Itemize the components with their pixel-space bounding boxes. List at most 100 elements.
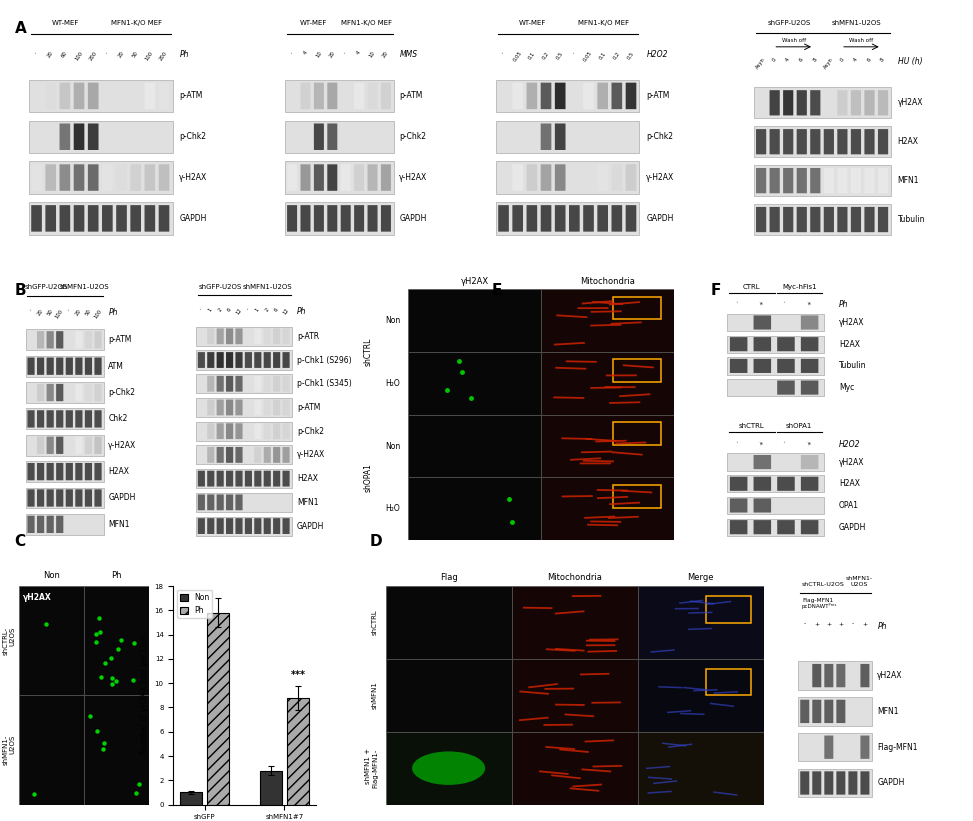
FancyBboxPatch shape — [75, 384, 83, 401]
Text: p-Chk2: p-Chk2 — [179, 132, 206, 141]
Text: 4: 4 — [785, 57, 791, 62]
Bar — [727, 519, 824, 536]
Text: shOPA1: shOPA1 — [786, 424, 812, 429]
Text: γ-H2AX: γ-H2AX — [108, 441, 136, 450]
FancyBboxPatch shape — [198, 470, 205, 487]
Text: Wash off: Wash off — [781, 38, 806, 43]
Text: 60: 60 — [60, 50, 68, 59]
FancyBboxPatch shape — [254, 518, 262, 534]
FancyBboxPatch shape — [838, 168, 847, 193]
Text: GAPDH: GAPDH — [108, 493, 136, 502]
FancyBboxPatch shape — [801, 380, 818, 395]
FancyBboxPatch shape — [314, 164, 324, 190]
Text: -: - — [571, 50, 577, 55]
Text: GAPDH: GAPDH — [179, 214, 206, 222]
Bar — [385, 586, 512, 659]
FancyBboxPatch shape — [837, 771, 846, 795]
FancyBboxPatch shape — [777, 380, 795, 395]
Text: -WTᴾʳᵉˢ: -WTᴾʳᵉˢ — [818, 604, 837, 609]
FancyBboxPatch shape — [235, 376, 242, 392]
FancyBboxPatch shape — [838, 129, 847, 154]
Text: 20: 20 — [36, 309, 45, 317]
FancyBboxPatch shape — [226, 447, 234, 463]
Bar — [637, 659, 764, 732]
FancyBboxPatch shape — [75, 463, 83, 480]
FancyBboxPatch shape — [368, 83, 378, 109]
Bar — [285, 162, 394, 194]
FancyBboxPatch shape — [254, 400, 262, 415]
FancyBboxPatch shape — [730, 477, 747, 491]
FancyBboxPatch shape — [797, 129, 807, 154]
FancyBboxPatch shape — [301, 164, 310, 190]
FancyBboxPatch shape — [47, 410, 54, 428]
FancyBboxPatch shape — [47, 384, 54, 401]
FancyBboxPatch shape — [541, 123, 552, 150]
FancyBboxPatch shape — [47, 463, 54, 480]
FancyBboxPatch shape — [47, 437, 54, 454]
FancyBboxPatch shape — [198, 518, 205, 534]
FancyBboxPatch shape — [860, 771, 870, 795]
FancyBboxPatch shape — [145, 164, 155, 190]
FancyBboxPatch shape — [611, 83, 622, 109]
Text: 0.2: 0.2 — [612, 50, 621, 60]
Bar — [637, 586, 764, 659]
Text: +: + — [759, 440, 765, 447]
FancyBboxPatch shape — [626, 83, 636, 109]
FancyBboxPatch shape — [526, 83, 537, 109]
FancyBboxPatch shape — [801, 455, 818, 469]
FancyBboxPatch shape — [85, 463, 92, 480]
FancyBboxPatch shape — [85, 437, 92, 454]
FancyBboxPatch shape — [282, 518, 290, 534]
FancyBboxPatch shape — [777, 359, 795, 373]
FancyBboxPatch shape — [797, 168, 807, 193]
FancyBboxPatch shape — [37, 463, 44, 480]
FancyBboxPatch shape — [753, 315, 771, 329]
FancyBboxPatch shape — [800, 771, 810, 795]
FancyBboxPatch shape — [217, 376, 224, 392]
Text: H2AX: H2AX — [297, 475, 318, 483]
Text: 50: 50 — [131, 50, 139, 59]
Text: +: + — [838, 621, 844, 626]
FancyBboxPatch shape — [85, 331, 92, 348]
Text: F: F — [710, 283, 721, 298]
FancyBboxPatch shape — [217, 352, 224, 368]
Text: Asyn: Asyn — [755, 57, 767, 71]
Text: 10: 10 — [368, 50, 377, 59]
FancyBboxPatch shape — [145, 205, 155, 232]
FancyBboxPatch shape — [88, 123, 98, 150]
Text: p-Chk1 (S345): p-Chk1 (S345) — [297, 379, 352, 388]
FancyBboxPatch shape — [207, 328, 214, 344]
Bar — [28, 202, 172, 235]
Text: γH2AX: γH2AX — [23, 593, 53, 602]
FancyBboxPatch shape — [27, 489, 35, 507]
Text: +: + — [814, 621, 819, 626]
Bar — [753, 165, 891, 196]
Text: Non: Non — [385, 442, 401, 451]
FancyBboxPatch shape — [753, 520, 771, 534]
FancyBboxPatch shape — [217, 447, 224, 463]
Bar — [727, 475, 824, 493]
FancyBboxPatch shape — [273, 400, 280, 415]
FancyBboxPatch shape — [75, 489, 83, 507]
Bar — [798, 662, 872, 690]
FancyBboxPatch shape — [46, 205, 56, 232]
FancyBboxPatch shape — [354, 164, 364, 190]
FancyBboxPatch shape — [130, 205, 141, 232]
Bar — [613, 296, 661, 319]
Text: H2O2: H2O2 — [646, 50, 667, 59]
FancyBboxPatch shape — [56, 357, 63, 375]
Text: -: - — [783, 440, 788, 444]
Text: p-ATM: p-ATM — [297, 403, 320, 412]
Text: Ph: Ph — [108, 309, 118, 318]
FancyBboxPatch shape — [217, 424, 224, 439]
Bar — [512, 659, 637, 732]
Text: p-ATM: p-ATM — [108, 335, 131, 344]
FancyBboxPatch shape — [273, 328, 280, 344]
Text: +: + — [806, 300, 812, 307]
FancyBboxPatch shape — [878, 129, 888, 154]
FancyBboxPatch shape — [801, 359, 818, 373]
FancyBboxPatch shape — [730, 520, 747, 534]
FancyBboxPatch shape — [770, 129, 779, 154]
FancyBboxPatch shape — [850, 129, 861, 154]
FancyBboxPatch shape — [811, 207, 820, 232]
